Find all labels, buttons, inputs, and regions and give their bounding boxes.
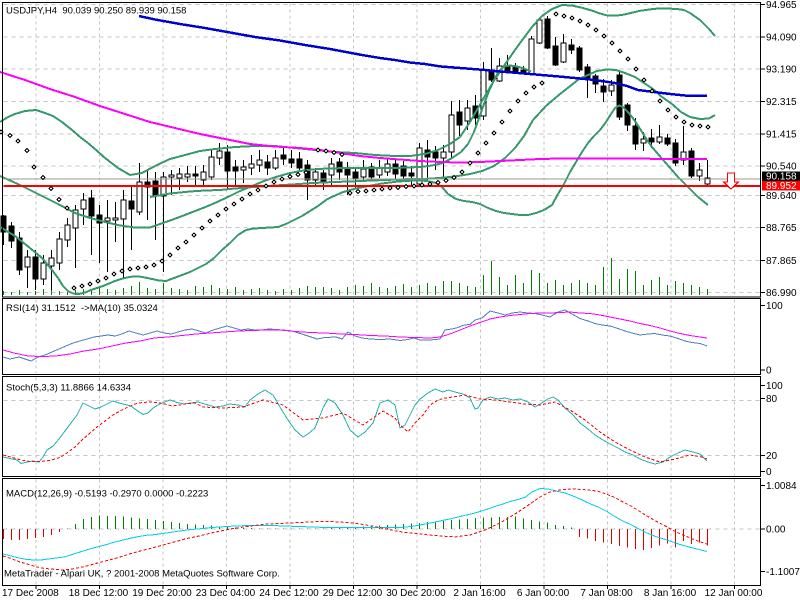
svg-text:7 Jan 08:00: 7 Jan 08:00 <box>580 588 633 599</box>
svg-text:93.190: 93.190 <box>766 65 797 76</box>
svg-text:89.952: 89.952 <box>766 181 797 192</box>
svg-text:94.965: 94.965 <box>766 0 797 11</box>
svg-text:RSI(14) 31.1512 ->MA(10) 35.0: RSI(14) 31.1512 ->MA(10) 35.0324 <box>6 303 158 314</box>
svg-text:80: 80 <box>766 394 778 405</box>
svg-text:12 Jan 00:00: 12 Jan 00:00 <box>705 588 763 599</box>
svg-text:17 Dec 2008: 17 Dec 2008 <box>2 588 59 599</box>
svg-text:100: 100 <box>766 301 783 312</box>
svg-text:100: 100 <box>766 381 783 392</box>
svg-text:0: 0 <box>766 467 772 478</box>
svg-text:Stoch(5,3,3) 11.8866 14.6334: Stoch(5,3,3) 11.8866 14.6334 <box>6 383 131 394</box>
svg-text:90.540: 90.540 <box>766 162 797 173</box>
svg-text:91.415: 91.415 <box>766 130 797 141</box>
svg-text:86.990: 86.990 <box>766 288 797 299</box>
svg-text:1.0084: 1.0084 <box>766 481 797 492</box>
svg-text:6 Jan 00:00: 6 Jan 00:00 <box>517 588 570 599</box>
svg-text:23 Dec 04:00: 23 Dec 04:00 <box>196 588 256 599</box>
svg-text:19 Dec 20:00: 19 Dec 20:00 <box>132 588 192 599</box>
svg-text:8 Jan 16:00: 8 Jan 16:00 <box>644 588 697 599</box>
svg-text:92.315: 92.315 <box>766 97 797 108</box>
svg-text:88.765: 88.765 <box>766 223 797 234</box>
svg-text:94.090: 94.090 <box>766 32 797 43</box>
svg-text:2 Jan 16:00: 2 Jan 16:00 <box>453 588 506 599</box>
svg-text:MACD(12,26,9) -0.5193 -0.2970: MACD(12,26,9) -0.5193 -0.2970 0.0000 -0.… <box>6 489 208 500</box>
svg-text:20: 20 <box>766 451 778 462</box>
svg-text:24 Dec 12:00: 24 Dec 12:00 <box>259 588 319 599</box>
svg-text:0: 0 <box>766 366 772 377</box>
svg-text:18 Dec 12:00: 18 Dec 12:00 <box>69 588 129 599</box>
svg-text:29 Dec 12:00: 29 Dec 12:00 <box>323 588 383 599</box>
svg-text:87.865: 87.865 <box>766 256 797 267</box>
svg-text:USDJPY,H4 90.039 90.250 89.93: USDJPY,H4 90.039 90.250 89.939 90.158 <box>6 6 186 17</box>
svg-text:30 Dec 20:00: 30 Dec 20:00 <box>386 588 446 599</box>
svg-text:90.158: 90.158 <box>766 172 797 183</box>
svg-text:0.00: 0.00 <box>766 525 786 536</box>
svg-text:-1.1007: -1.1007 <box>766 567 800 578</box>
svg-text:MetaTrader - Alpari UK, ? 2001: MetaTrader - Alpari UK, ? 2001-2008 Meta… <box>4 569 280 580</box>
svg-text:89.640: 89.640 <box>766 191 797 202</box>
